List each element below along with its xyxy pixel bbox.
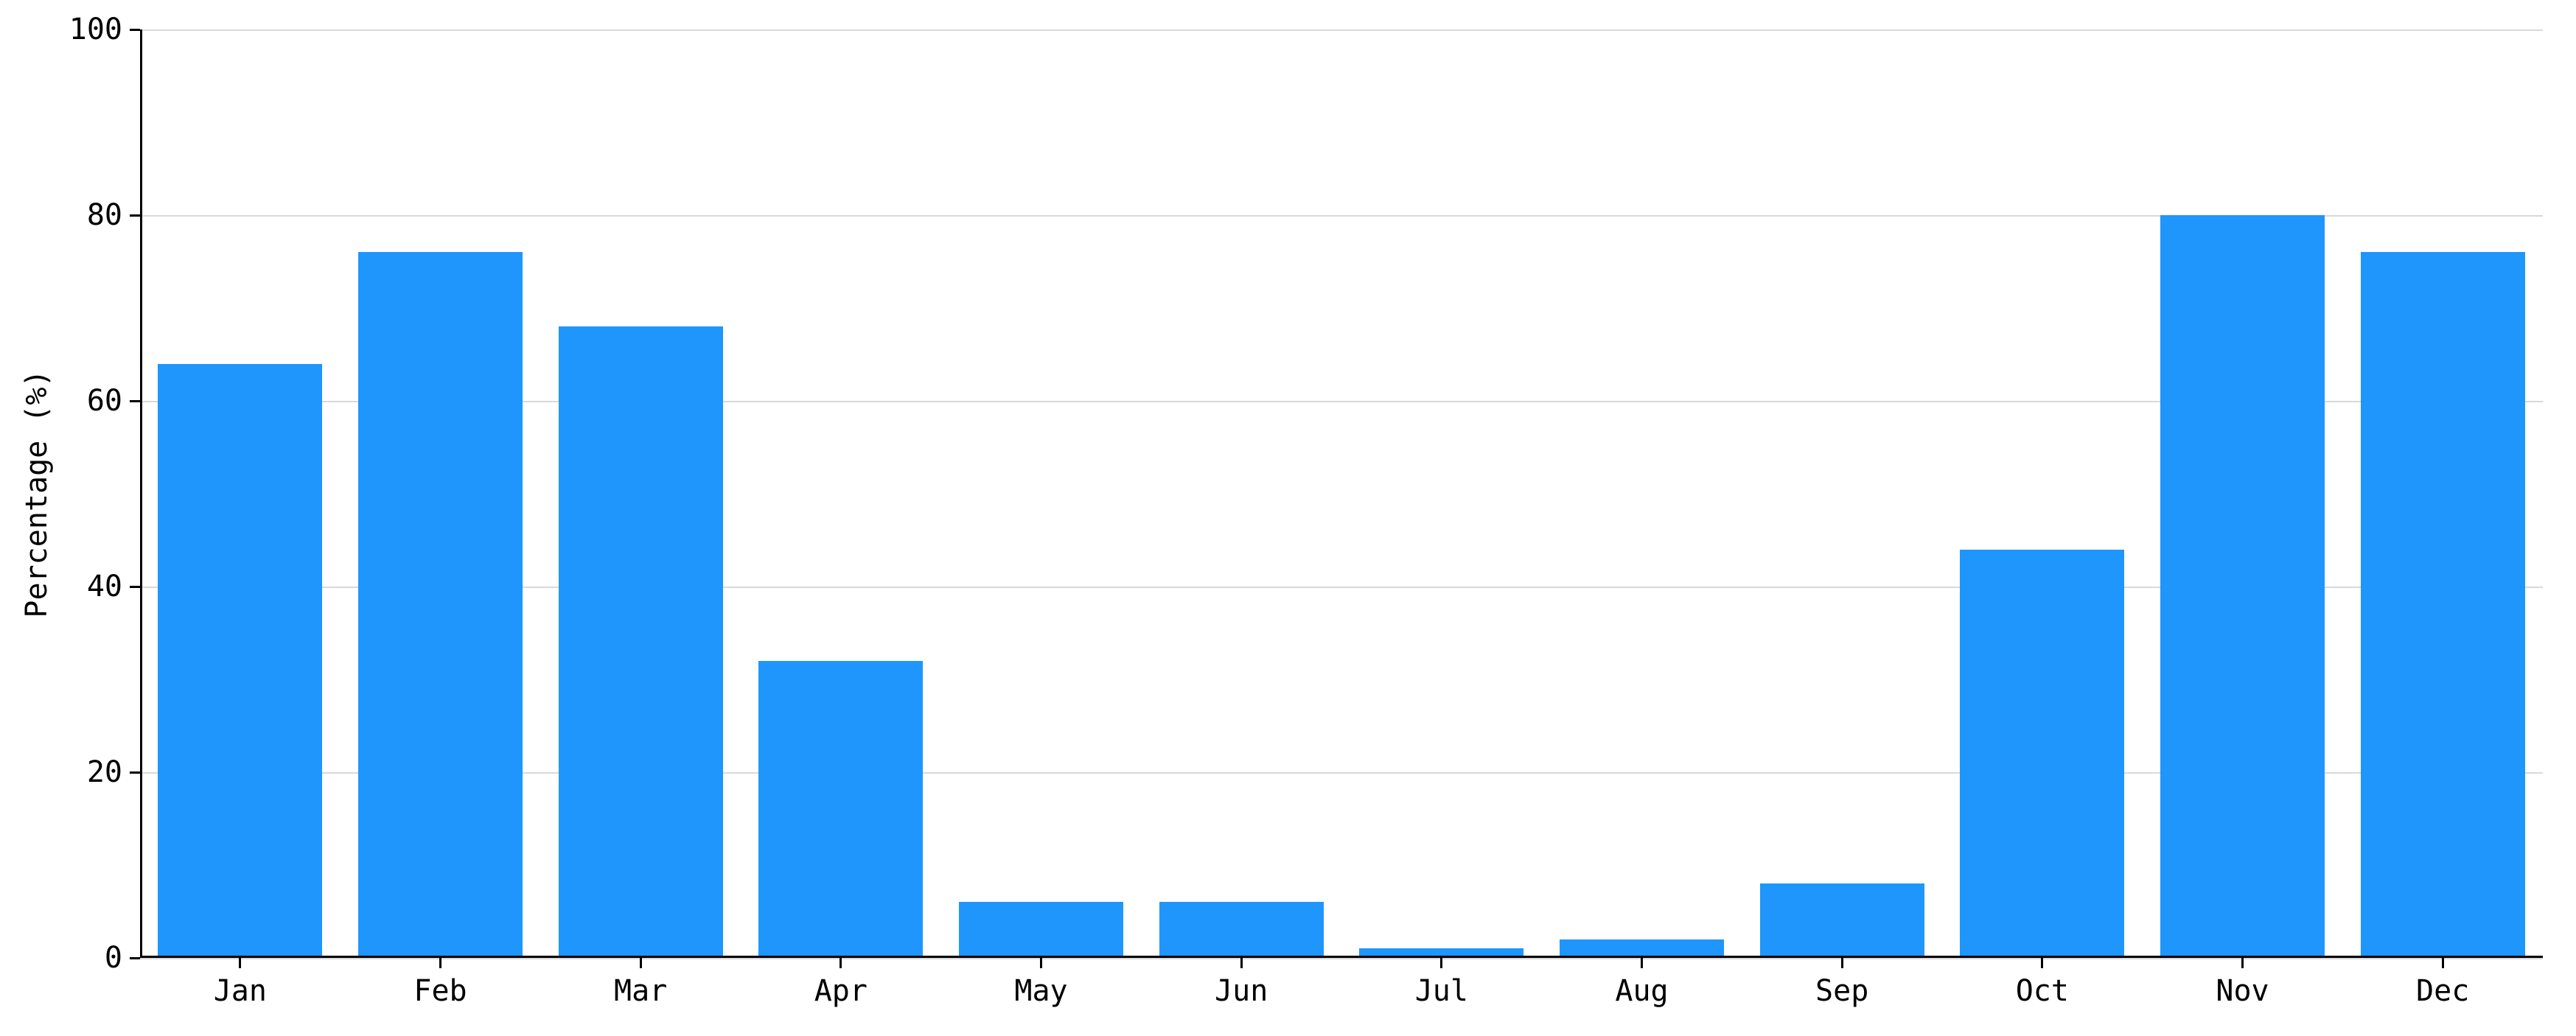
x-tick-label-mar: Mar bbox=[614, 974, 667, 1008]
monthly-percentage-chart: Percentage (%) 0 20 40 60 80 100 Jan Feb Mar Apr M… bbox=[0, 0, 2576, 1036]
bar-jun bbox=[1159, 902, 1324, 958]
bar-nov bbox=[2160, 215, 2325, 958]
plot-area bbox=[140, 29, 2543, 958]
y-tick-label: 60 bbox=[87, 384, 122, 418]
y-tick-label: 20 bbox=[87, 755, 122, 789]
x-tick-label-sep: Sep bbox=[1815, 974, 1868, 1008]
x-tick-mark bbox=[2241, 958, 2244, 968]
y-tick-mark bbox=[130, 957, 140, 959]
x-tick-mark bbox=[2442, 958, 2444, 968]
y-tick-label: 0 bbox=[105, 941, 122, 975]
bar-jan bbox=[158, 364, 322, 958]
y-tick-mark bbox=[130, 214, 140, 217]
x-tick-mark bbox=[640, 958, 642, 968]
y-axis-label: Percentage (%) bbox=[20, 369, 54, 617]
y-tick-mark bbox=[130, 400, 140, 402]
x-tick-label-dec: Dec bbox=[2416, 974, 2469, 1008]
x-tick-label-feb: Feb bbox=[413, 974, 467, 1008]
x-tick-label-apr: Apr bbox=[814, 974, 868, 1008]
x-tick-mark bbox=[2041, 958, 2043, 968]
y-tick-mark bbox=[130, 771, 140, 774]
gridline bbox=[140, 958, 2543, 959]
y-tick-mark bbox=[130, 29, 140, 31]
x-tick-mark bbox=[439, 958, 441, 968]
y-tick-mark bbox=[130, 586, 140, 588]
x-tick-label-jan: Jan bbox=[214, 974, 267, 1008]
x-tick-mark bbox=[1641, 958, 1643, 968]
x-tick-mark bbox=[1841, 958, 1843, 968]
x-tick-label-oct: Oct bbox=[2016, 974, 2069, 1008]
x-tick-label-nov: Nov bbox=[2216, 974, 2269, 1008]
bar-mar bbox=[559, 326, 723, 958]
y-tick-label: 100 bbox=[69, 13, 122, 46]
y-tick-label: 40 bbox=[87, 570, 122, 603]
gridline bbox=[140, 29, 2543, 31]
bar-dec bbox=[2361, 252, 2525, 958]
x-tick-label-jul: Jul bbox=[1415, 974, 1468, 1008]
x-tick-mark bbox=[840, 958, 842, 968]
x-tick-mark bbox=[1440, 958, 1442, 968]
bar-apr bbox=[758, 661, 923, 958]
x-axis-line bbox=[140, 956, 2543, 958]
bar-sep bbox=[1760, 883, 1924, 958]
y-axis-line bbox=[140, 29, 142, 958]
x-tick-mark bbox=[1240, 958, 1243, 968]
x-tick-label-aug: Aug bbox=[1615, 974, 1668, 1008]
x-tick-label-may: May bbox=[1014, 974, 1067, 1008]
x-tick-mark bbox=[1040, 958, 1042, 968]
x-tick-mark bbox=[239, 958, 241, 968]
bar-feb bbox=[358, 252, 523, 958]
y-tick-label: 80 bbox=[87, 198, 122, 232]
x-tick-label-jun: Jun bbox=[1215, 974, 1268, 1008]
bar-oct bbox=[1960, 550, 2124, 958]
bar-may bbox=[959, 902, 1123, 958]
